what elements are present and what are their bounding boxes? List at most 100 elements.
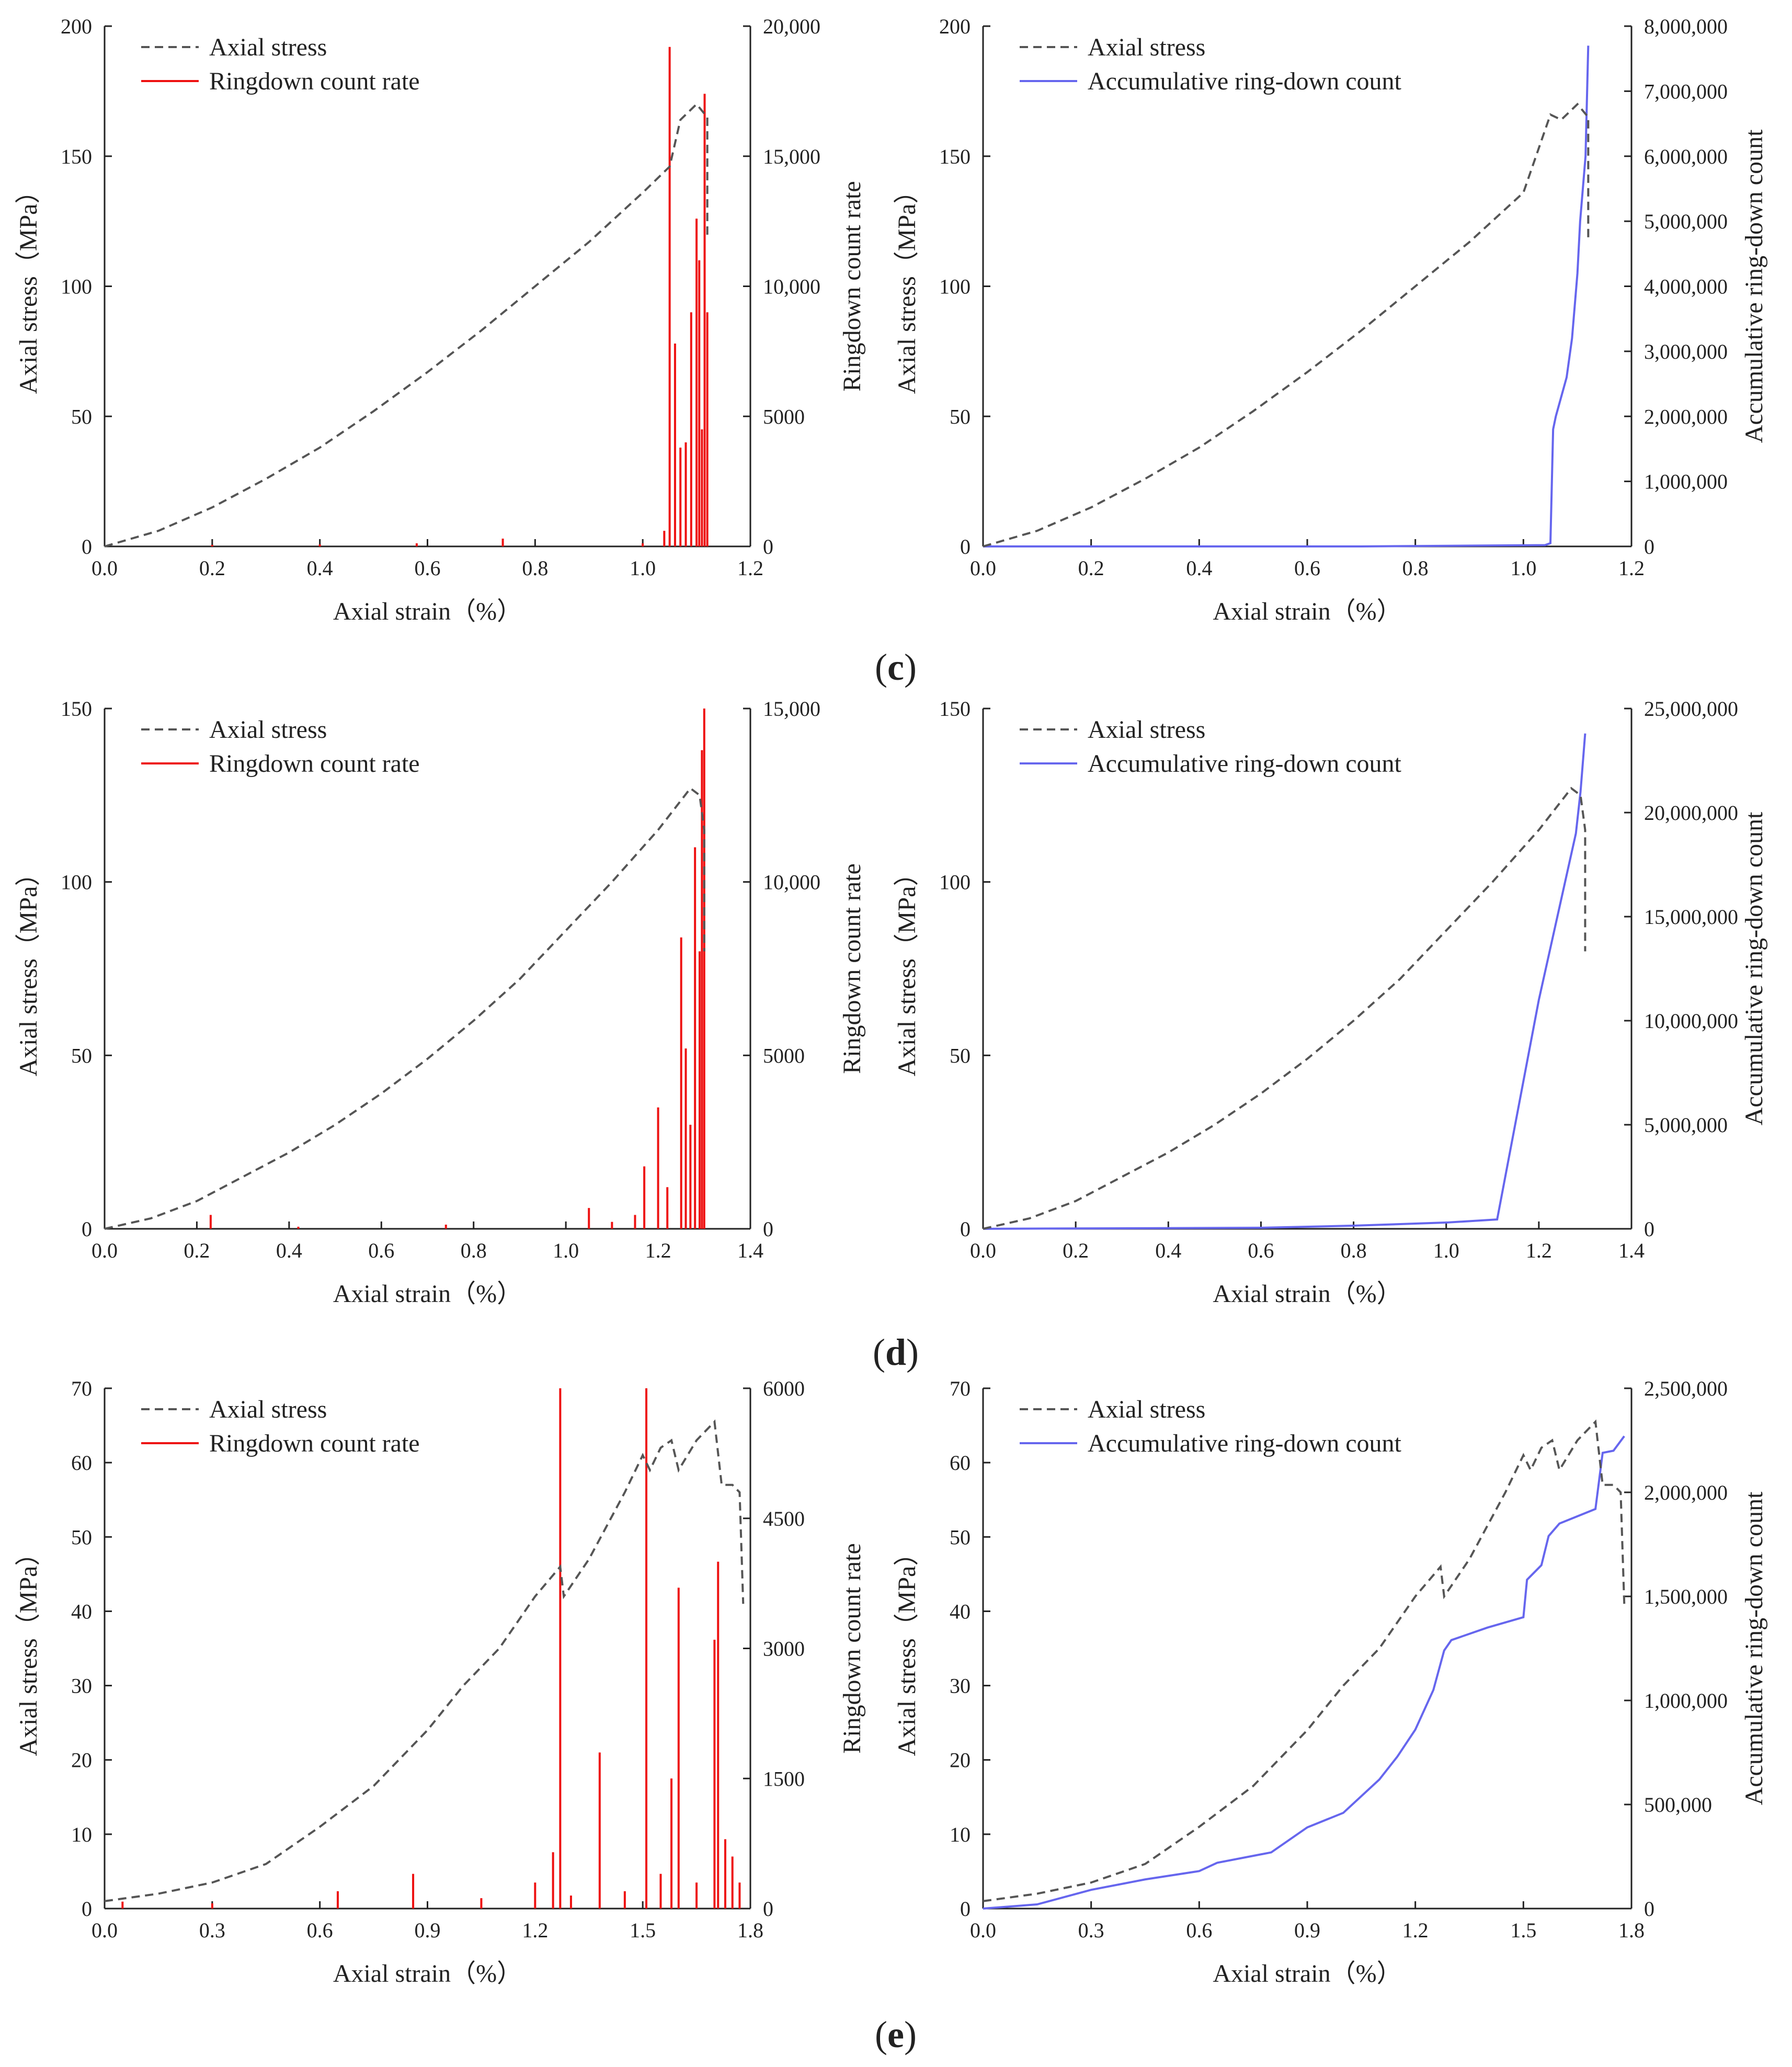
y-left-tick-label: 10	[950, 1823, 971, 1846]
y-right-tick-label: 15,000,000	[1644, 905, 1738, 929]
y-right-tick-label: 3000	[763, 1637, 805, 1661]
y-left-tick-label: 50	[71, 1044, 92, 1067]
legend: Axial stress Accumulative ring-down count	[1020, 1396, 1402, 1457]
legend-label-stress: Axial stress	[1088, 1396, 1205, 1423]
panel-label-letter: d	[885, 1331, 906, 1373]
x-tick-label: 0.0	[92, 1239, 118, 1262]
cumulative-line	[983, 45, 1590, 547]
y-left-tick-label: 20	[71, 1749, 92, 1772]
legend-label-stress: Axial stress	[1088, 716, 1205, 744]
y-left-tick-label: 50	[71, 405, 92, 428]
y-right-tick-label: 20,000	[763, 15, 820, 38]
y-left-axis-label: Axial stress（MPa）	[893, 1541, 921, 1756]
x-axis-label: Axial strain（%）	[333, 1280, 522, 1308]
chart-0-0: 0.0 0.2 0.4 0.6 0.8 1.0 1.20501001502000500010…	[15, 15, 866, 625]
x-tick-label: 0.6	[1186, 1918, 1212, 1942]
legend: Axial stress Accumulative ring-down count	[1020, 716, 1402, 778]
y-right-tick-label: 7,000,000	[1644, 79, 1728, 103]
legend-label-rate: Ringdown count rate	[209, 1430, 420, 1457]
x-tick-label: 1.0	[630, 556, 656, 580]
rate-series	[121, 1388, 741, 1909]
panel-label: (e)	[875, 2014, 917, 2055]
y-right-tick-label: 5000	[763, 405, 805, 428]
legend-label-stress: Axial stress	[209, 1396, 327, 1423]
legend: Axial stress Ringdown count rate	[141, 33, 420, 95]
x-tick-label: 1.5	[630, 1918, 656, 1942]
x-tick-label: 0.9	[415, 1918, 441, 1942]
y-right-tick-label: 0	[1644, 1897, 1654, 1921]
y-right-tick-label: 5000	[763, 1044, 805, 1067]
panel-label: (d)	[873, 1331, 919, 1373]
rate-series	[211, 47, 709, 546]
y-left-tick-label: 150	[939, 145, 971, 168]
x-tick-label: 1.2	[645, 1239, 671, 1262]
x-tick-label: 1.0	[1433, 1239, 1459, 1262]
x-tick-label: 0.2	[1078, 556, 1104, 580]
y-left-tick-label: 30	[950, 1674, 971, 1698]
x-tick-label: 0.8	[1341, 1239, 1367, 1262]
x-tick-label: 0.2	[184, 1239, 210, 1262]
y-right-tick-label: 1,500,000	[1644, 1585, 1728, 1608]
y-left-axis-label: Axial stress（MPa）	[15, 861, 42, 1077]
y-left-tick-label: 20	[950, 1749, 971, 1772]
y-right-tick-label: 2,500,000	[1644, 1377, 1728, 1400]
y-left-tick-label: 0	[82, 1217, 92, 1241]
y-left-tick-label: 70	[950, 1377, 971, 1400]
x-tick-label: 0.2	[1063, 1239, 1089, 1262]
legend-label-cumulative: Accumulative ring-down count	[1088, 1430, 1402, 1457]
stress-line	[983, 1419, 1626, 1902]
x-tick-label: 0.2	[199, 556, 225, 580]
y-left-tick-label: 100	[61, 871, 92, 894]
x-axis-label: Axial strain（%）	[333, 598, 522, 625]
y-left-tick-label: 0	[960, 535, 971, 558]
y-right-axis-label: Accumulative ring-down count	[1740, 1491, 1768, 1806]
y-left-tick-label: 150	[61, 697, 92, 721]
y-left-axis-label: Axial stress（MPa）	[15, 1541, 42, 1756]
x-tick-label: 0.6	[307, 1918, 333, 1942]
legend: Axial stress Ringdown count rate	[141, 1396, 420, 1457]
stress-line	[983, 786, 1586, 1230]
x-tick-label: 1.0	[553, 1239, 579, 1262]
y-left-tick-label: 50	[950, 1044, 971, 1067]
stress-line	[104, 1419, 745, 1902]
x-tick-label: 1.2	[737, 556, 763, 580]
legend-label-stress: Axial stress	[209, 716, 327, 744]
y-right-tick-label: 0	[763, 1897, 773, 1921]
x-tick-label: 0.8	[522, 556, 548, 580]
x-tick-label: 1.5	[1510, 1918, 1536, 1942]
y-left-tick-label: 30	[71, 1674, 92, 1698]
legend: Axial stress Ringdown count rate	[141, 716, 420, 778]
legend-label-cumulative: Accumulative ring-down count	[1088, 750, 1402, 778]
x-tick-label: 0.6	[1294, 556, 1320, 580]
y-right-tick-label: 1500	[763, 1767, 805, 1790]
cumulative-line	[983, 733, 1586, 1230]
legend-label-cumulative: Accumulative ring-down count	[1088, 67, 1402, 95]
y-right-tick-label: 10,000	[763, 275, 820, 299]
y-right-tick-label: 15,000	[763, 145, 820, 168]
x-tick-label: 1.2	[522, 1918, 548, 1942]
x-tick-label: 1.8	[737, 1918, 763, 1942]
y-left-tick-label: 50	[950, 405, 971, 428]
y-right-tick-label: 10,000,000	[1644, 1009, 1738, 1033]
y-right-axis-label: Ringdown count rate	[838, 1543, 866, 1754]
stress-line	[983, 102, 1590, 547]
chart-2-0: 0.0 0.3 0.6 0.9 1.2 1.5 1.80102030405060700150…	[15, 1377, 866, 1988]
stress-line	[104, 786, 705, 1230]
x-tick-label: 1.4	[1618, 1239, 1645, 1262]
x-tick-label: 1.2	[1526, 1239, 1552, 1262]
y-right-tick-label: 4500	[763, 1507, 805, 1531]
y-right-axis-label: Accumulative ring-down count	[1740, 129, 1768, 443]
x-tick-label: 0.9	[1294, 1918, 1320, 1942]
x-tick-label: 0.0	[970, 1239, 996, 1262]
y-right-tick-label: 0	[763, 1217, 773, 1241]
x-tick-label: 0.3	[1078, 1918, 1104, 1942]
y-left-tick-label: 70	[71, 1377, 92, 1400]
panel-label-letter: e	[887, 2014, 904, 2055]
y-right-tick-label: 5,000,000	[1644, 210, 1728, 233]
x-tick-label: 0.4	[1186, 556, 1212, 580]
y-left-tick-label: 100	[939, 275, 971, 299]
x-tick-label: 0.4	[1155, 1239, 1181, 1262]
y-left-tick-label: 0	[82, 535, 92, 558]
